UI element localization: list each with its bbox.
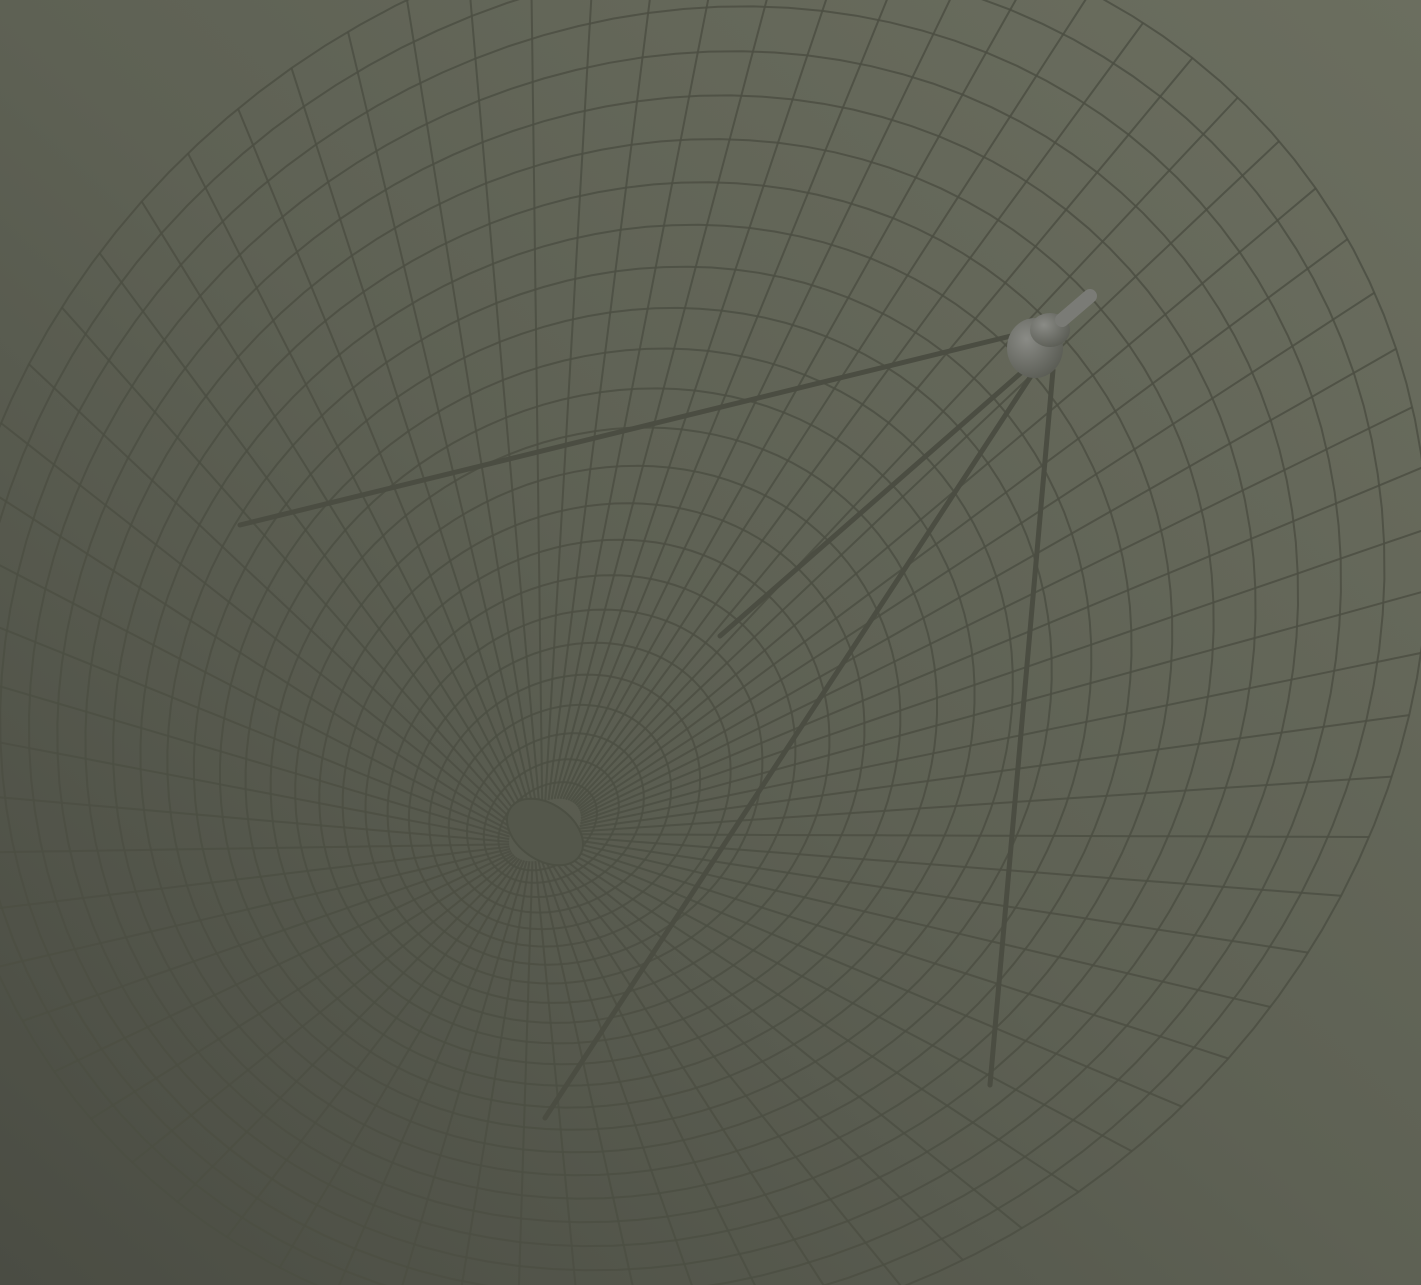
mesh-line xyxy=(559,0,888,800)
mesh-line xyxy=(22,850,512,1022)
mesh-line xyxy=(338,860,526,1285)
mesh-line xyxy=(0,564,512,833)
mesh-line xyxy=(469,0,541,804)
mesh-line xyxy=(562,848,1133,1153)
mesh-line xyxy=(559,850,1080,1193)
mesh-line xyxy=(131,855,516,1164)
mesh-line xyxy=(0,843,510,854)
dish-hub xyxy=(506,797,584,867)
mesh-line xyxy=(544,0,593,802)
mesh-line xyxy=(278,859,523,1269)
mesh-line xyxy=(347,31,534,808)
mesh-line xyxy=(0,496,514,830)
mesh-line xyxy=(553,0,768,800)
mesh-line xyxy=(556,0,828,800)
mesh-line xyxy=(530,0,544,803)
mesh-line xyxy=(553,854,964,1261)
mesh-line xyxy=(572,838,1309,954)
mesh-line xyxy=(580,529,1421,822)
mesh-line xyxy=(580,466,1421,820)
mesh-line xyxy=(572,57,1194,803)
mesh-line xyxy=(0,845,510,910)
mesh-line xyxy=(401,860,528,1285)
mesh-line xyxy=(61,306,519,822)
strut xyxy=(237,332,1018,528)
mesh-line xyxy=(569,841,1271,1008)
mesh-line xyxy=(556,852,1023,1230)
mesh-line xyxy=(565,846,1183,1108)
mesh-line xyxy=(0,796,510,843)
mesh-line xyxy=(0,741,510,841)
mesh-line xyxy=(579,291,1376,812)
feed-tube xyxy=(1055,289,1097,327)
mesh-line xyxy=(579,347,1397,815)
mesh-line xyxy=(578,714,1410,830)
mesh-line xyxy=(0,422,515,827)
mesh-line xyxy=(0,685,510,838)
mesh-line xyxy=(237,108,529,812)
mesh-line xyxy=(226,858,521,1238)
strut xyxy=(987,367,1056,1088)
mesh-line xyxy=(176,857,518,1203)
mesh-line xyxy=(577,187,1317,808)
mesh-line xyxy=(576,833,1370,838)
mesh-line xyxy=(567,843,1229,1060)
mesh-line xyxy=(0,847,511,968)
mesh-line xyxy=(577,775,1392,833)
mesh-line xyxy=(562,0,951,800)
mesh-line xyxy=(98,252,521,819)
mesh-line xyxy=(534,861,577,1285)
mesh-line xyxy=(567,0,1087,801)
mesh-line xyxy=(575,140,1280,807)
mesh-line xyxy=(580,406,1413,817)
mesh-line xyxy=(574,836,1342,897)
mesh-line xyxy=(569,22,1144,802)
struts xyxy=(237,332,1056,1121)
mesh-line xyxy=(140,200,523,816)
mesh-line xyxy=(547,0,651,801)
mesh-line xyxy=(543,858,756,1285)
mesh-line xyxy=(517,861,534,1285)
mesh-line xyxy=(573,96,1239,805)
mesh-line xyxy=(579,651,1421,828)
strut xyxy=(717,362,1033,639)
mesh-line xyxy=(460,861,531,1285)
mesh-line xyxy=(53,852,513,1073)
mesh-line xyxy=(540,859,693,1285)
mesh-line xyxy=(565,0,1017,800)
feed-horn xyxy=(1007,289,1097,378)
mesh-line xyxy=(0,626,511,835)
mesh-line xyxy=(550,0,710,800)
mesh-line xyxy=(546,857,825,1285)
mesh-line xyxy=(28,363,517,824)
mesh-line xyxy=(187,152,526,814)
strut xyxy=(542,367,1038,1121)
mesh-line xyxy=(90,853,515,1120)
mesh-line xyxy=(580,591,1421,825)
mesh-line xyxy=(290,67,532,810)
mesh-line xyxy=(550,855,902,1285)
